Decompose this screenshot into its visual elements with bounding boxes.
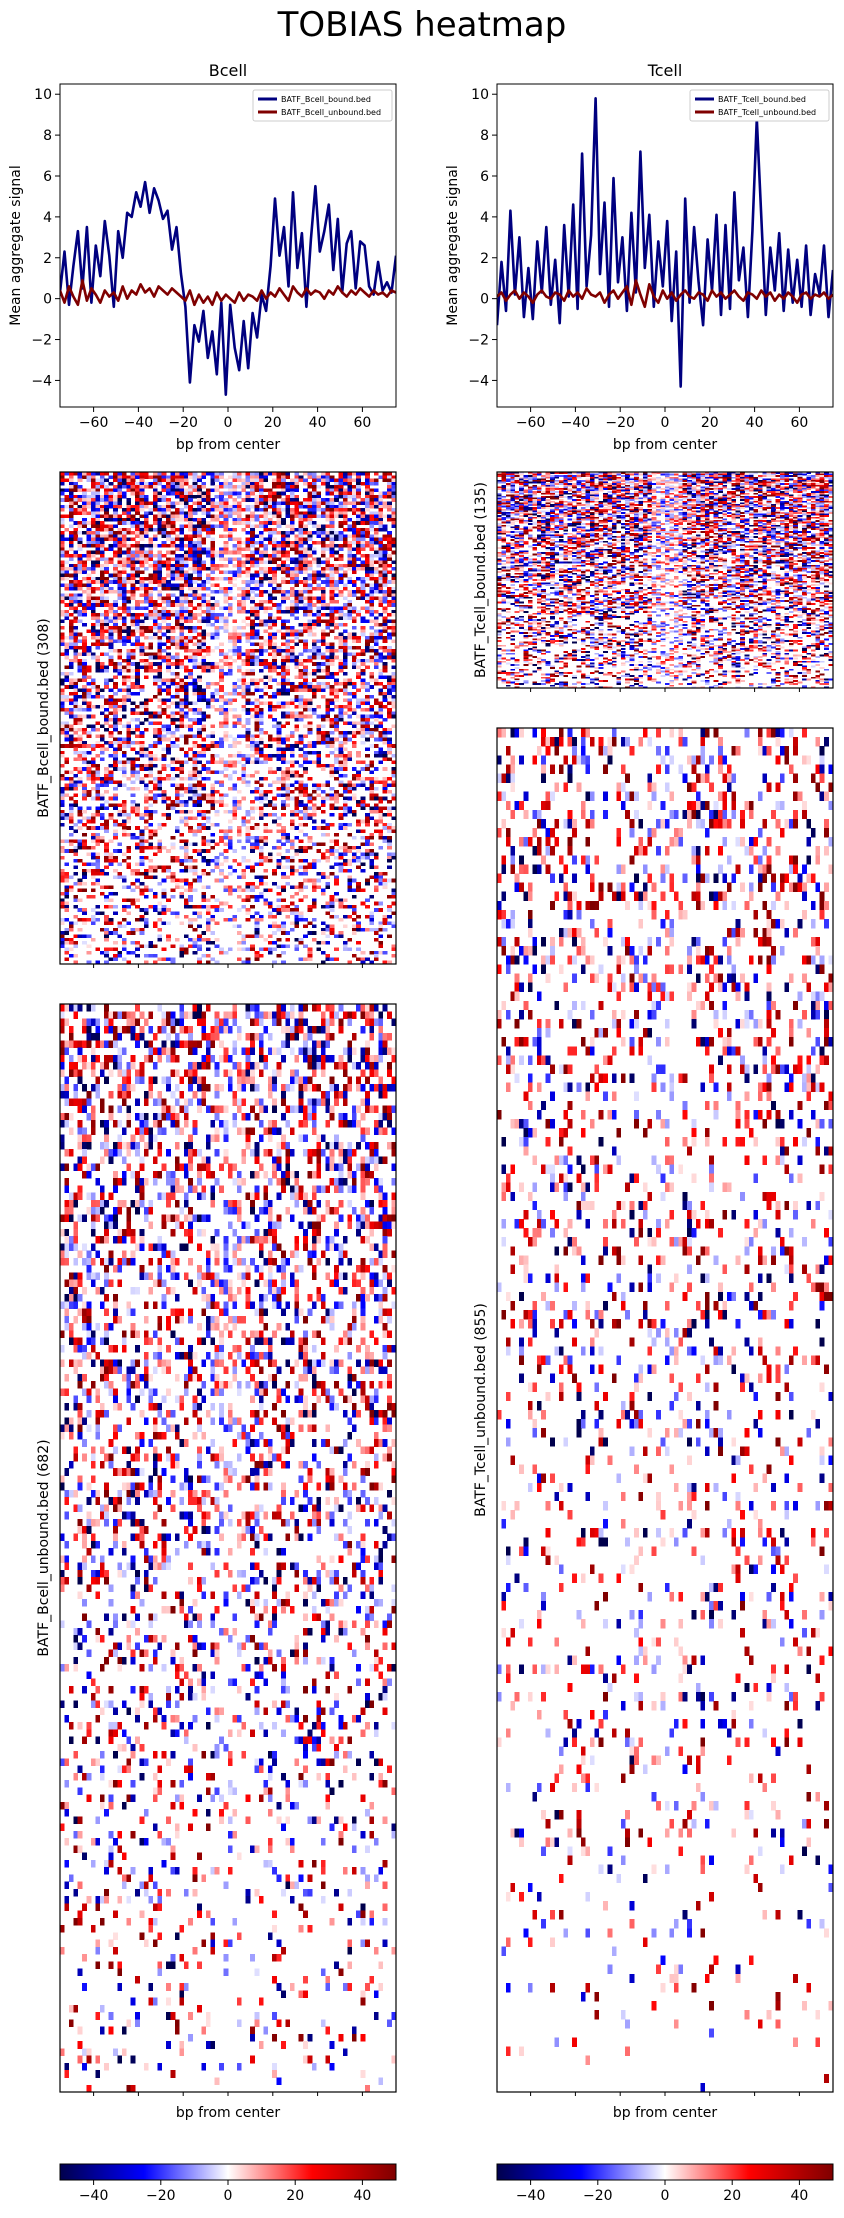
heatmap-x-label: bp from center bbox=[176, 2105, 281, 2121]
y-tick-label: −4 bbox=[468, 373, 489, 389]
panel-title: Tcell bbox=[647, 61, 683, 80]
y-tick-label: −4 bbox=[31, 373, 52, 389]
panel-title: Bcell bbox=[209, 61, 248, 80]
legend: BATF_Tcell_bound.bed BATF_Tcell_unbound.b… bbox=[689, 89, 830, 122]
x-tick-label: −20 bbox=[168, 415, 198, 431]
figure-title: TOBIAS heatmap bbox=[277, 5, 567, 45]
series-line-bound bbox=[60, 180, 396, 397]
colorbar-tick-label: 40 bbox=[353, 2188, 371, 2204]
x-tick-label: −40 bbox=[124, 415, 154, 431]
x-tick-label: −20 bbox=[605, 415, 635, 431]
colorbar-bar bbox=[59, 2163, 397, 2181]
colorbar-tick-label: 40 bbox=[790, 2188, 808, 2204]
legend-entry: BATF_Bcell_unbound.bed bbox=[281, 108, 381, 117]
x-tick-label: 20 bbox=[701, 415, 719, 431]
heatmap-cells bbox=[60, 472, 397, 965]
x-tick-label: 60 bbox=[353, 415, 371, 431]
x-axis-label: bp from center bbox=[176, 437, 281, 453]
heatmap-row-label: BATF_Tcell_bound.bed (135) bbox=[473, 482, 489, 678]
colorbar-tick-label: −20 bbox=[146, 2188, 176, 2204]
y-tick-label: 6 bbox=[480, 169, 489, 185]
heatmap-row-label: BATF_Bcell_bound.bed (308) bbox=[36, 618, 52, 817]
series-line-bound bbox=[497, 97, 833, 388]
heatmap-batf-tcell-bound-bed: BATF_Tcell_bound.bed (135) bbox=[473, 471, 834, 692]
colorbar-tick-label: 20 bbox=[723, 2188, 741, 2204]
y-tick-label: 2 bbox=[480, 251, 489, 267]
heatmap-row-label: BATF_Tcell_unbound.bed (855) bbox=[473, 1303, 489, 1517]
x-tick-label: −40 bbox=[561, 415, 591, 431]
heatmap-batf-tcell-unbound-bed: BATF_Tcell_unbound.bed (855) bp from cent… bbox=[473, 727, 834, 2121]
legend-box bbox=[689, 89, 830, 122]
colorbars: −40 −20 0 20 40 −40 −20 0 20 40 bbox=[59, 2163, 834, 2204]
x-tick-label: 20 bbox=[264, 415, 282, 431]
x-tick-label: 0 bbox=[224, 415, 233, 431]
y-tick-label: 4 bbox=[480, 210, 489, 226]
legend-entry: BATF_Tcell_unbound.bed bbox=[718, 108, 816, 117]
colorbar-tcell: −40 −20 0 20 40 bbox=[496, 2163, 834, 2204]
colorbar-tick-label: 20 bbox=[286, 2188, 304, 2204]
x-axis-label: bp from center bbox=[613, 437, 718, 453]
legend: BATF_Bcell_bound.bed BATF_Bcell_unbound.b… bbox=[252, 89, 393, 122]
y-tick-label: 8 bbox=[43, 128, 52, 144]
y-tick-label: 0 bbox=[480, 292, 489, 308]
legend-entry: BATF_Tcell_bound.bed bbox=[718, 95, 806, 104]
heatmap-x-label: bp from center bbox=[613, 2105, 718, 2121]
colorbar-tick-label: −20 bbox=[583, 2188, 613, 2204]
colorbar-tick-label: 0 bbox=[224, 2188, 233, 2204]
colorbar-bcell: −40 −20 0 20 40 bbox=[59, 2163, 397, 2204]
x-tick-label: 0 bbox=[661, 415, 670, 431]
y-axis-label: Mean aggregate signal bbox=[8, 165, 24, 325]
y-tick-label: 10 bbox=[471, 87, 489, 103]
y-tick-label: −2 bbox=[468, 333, 489, 349]
series-line-unbound bbox=[60, 278, 396, 307]
series-line-unbound bbox=[497, 278, 833, 309]
y-tick-label: 0 bbox=[43, 292, 52, 308]
y-axis-label: Mean aggregate signal bbox=[445, 165, 461, 325]
y-tick-label: 2 bbox=[43, 251, 52, 267]
x-tick-label: 60 bbox=[790, 415, 808, 431]
y-tick-label: −2 bbox=[31, 333, 52, 349]
colorbar-tick-label: −40 bbox=[516, 2188, 546, 2204]
colorbar-tick-label: 0 bbox=[661, 2188, 670, 2204]
heatmap-panels: BATF_Bcell_bound.bed (308) BATF_Bcell_unb… bbox=[36, 471, 834, 2121]
x-tick-label: 40 bbox=[309, 415, 327, 431]
x-tick-label: −60 bbox=[79, 415, 109, 431]
x-tick-label: −60 bbox=[516, 415, 546, 431]
colorbar-bar bbox=[496, 2163, 834, 2181]
heatmap-cells bbox=[60, 1004, 397, 2093]
y-tick-label: 4 bbox=[43, 210, 52, 226]
y-tick-label: 10 bbox=[34, 87, 52, 103]
heatmap-cells bbox=[497, 472, 834, 689]
heatmap-cells bbox=[497, 728, 834, 2093]
y-tick-label: 6 bbox=[43, 169, 52, 185]
legend-entry: BATF_Bcell_bound.bed bbox=[281, 95, 371, 104]
heatmap-batf-bcell-unbound-bed: BATF_Bcell_unbound.bed (682) bp from cent… bbox=[36, 1003, 397, 2121]
legend-box bbox=[252, 89, 393, 122]
x-tick-label: 40 bbox=[746, 415, 764, 431]
heatmap-row-label: BATF_Bcell_unbound.bed (682) bbox=[36, 1439, 52, 1656]
colorbar-tick-label: −40 bbox=[79, 2188, 109, 2204]
heatmap-batf-bcell-bound-bed: BATF_Bcell_bound.bed (308) bbox=[36, 471, 397, 968]
y-tick-label: 8 bbox=[480, 128, 489, 144]
